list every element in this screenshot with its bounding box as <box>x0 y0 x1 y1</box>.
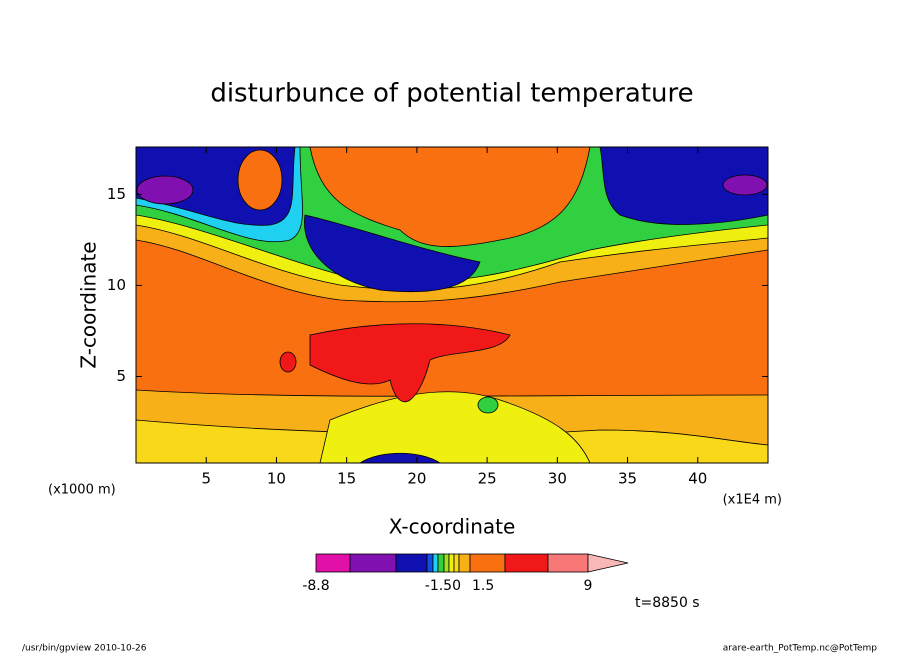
colorbar-tick-label: -1.50 <box>425 578 461 594</box>
x-tick-label: 15 <box>337 470 356 488</box>
colorbar-segment <box>453 553 460 573</box>
y-axis-label: Z-coordinate <box>77 241 101 368</box>
colorbar-tick-label: 9 <box>584 578 593 594</box>
colorbar-segment <box>443 553 450 573</box>
chart-title: disturbunce of potential temperature <box>210 79 693 109</box>
x-tick-label: 10 <box>267 470 286 488</box>
colorbar-extension <box>587 553 629 573</box>
x-tick-label: 40 <box>688 470 707 488</box>
colorbar-segment <box>547 553 589 573</box>
x-unit-label: (x1000 m) <box>48 483 116 498</box>
colorbar-segment <box>448 553 455 573</box>
footer-right: arare-earth_PotTemp.nc@PotTemp <box>723 644 878 654</box>
x-tick-label: 20 <box>407 470 426 488</box>
y-tick-label: 15 <box>107 185 126 203</box>
plot-frame <box>135 146 769 464</box>
colorbar-segment <box>432 553 439 573</box>
colorbar-segment <box>426 553 434 573</box>
y-tick-label: 10 <box>107 276 126 294</box>
x-unit-label-right: (x1E4 m) <box>723 493 782 508</box>
time-label: t=8850 s <box>635 595 700 611</box>
colorbar-tick-label: -8.8 <box>302 578 329 594</box>
contour-field <box>136 147 768 463</box>
x-tick-label: 30 <box>548 470 567 488</box>
y-tick-label: 5 <box>116 367 126 385</box>
x-axis-label: X-coordinate <box>389 515 516 539</box>
colorbar-segment <box>349 553 397 573</box>
colorbar-segment <box>504 553 549 573</box>
colorbar-segment <box>469 553 506 573</box>
colorbar-segment <box>315 553 351 573</box>
x-tick-label: 35 <box>618 470 637 488</box>
colorbar-segment <box>437 553 445 573</box>
x-tick-label: 25 <box>478 470 497 488</box>
x-tick-label: 5 <box>201 470 211 488</box>
footer-left: /usr/bin/gpview 2010-10-26 <box>22 644 147 654</box>
colorbar-segment <box>458 553 471 573</box>
colorbar-segment <box>395 553 428 573</box>
colorbar-tick-label: 1.5 <box>472 578 494 594</box>
